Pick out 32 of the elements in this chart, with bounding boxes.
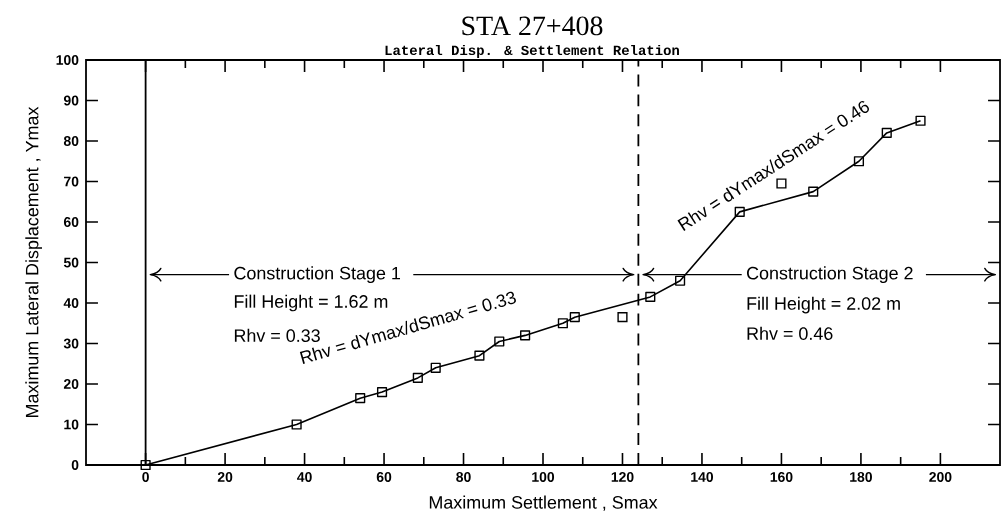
x-axis-title: Maximum Settlement , Smax [429, 495, 658, 511]
y-axis-title: Maximum Lateral Displacement , Ymax [25, 106, 43, 417]
x-tick-label: 60 [376, 472, 392, 482]
y-tick-label: 30 [63, 338, 79, 349]
x-tick-label: 40 [297, 472, 312, 482]
y-tick-label: 50 [63, 257, 79, 268]
x-tick-label: 120 [611, 472, 634, 482]
chart-subtitle: Lateral Disp. & Settlement Relation [385, 44, 679, 58]
y-tick-label: 70 [64, 176, 79, 187]
annotation: Rhv = 0.33 [234, 328, 320, 342]
x-tick-label: 0 [142, 472, 149, 482]
x-tick-label: 80 [456, 472, 471, 482]
y-tick-label: 90 [63, 95, 79, 106]
x-tick-label: 20 [217, 472, 233, 482]
x-tick-label: 160 [770, 472, 793, 482]
annotation: Fill Height = 2.02 m [747, 296, 900, 314]
annotation: Construction Stage 2 [746, 266, 913, 283]
y-tick-label: 100 [56, 55, 79, 65]
x-tick-label: 140 [691, 472, 714, 482]
y-tick-label: 20 [63, 379, 79, 389]
chart-title: STA 27+408 [462, 16, 603, 36]
y-tick-label: 40 [63, 298, 79, 308]
x-tick-label: 100 [532, 472, 555, 482]
x-tick-label: 180 [850, 472, 872, 482]
y-tick-label: 0 [71, 460, 79, 470]
annotation: Rhv = 0.46 [747, 326, 833, 340]
y-tick-label: 80 [63, 136, 79, 146]
annotation: Fill Height = 1.62 m [234, 294, 388, 312]
y-tick-label: 10 [64, 419, 79, 430]
annotation: Construction Stage 1 [234, 266, 401, 283]
y-tick-label: 60 [63, 217, 79, 227]
x-tick-label: 200 [929, 472, 952, 482]
